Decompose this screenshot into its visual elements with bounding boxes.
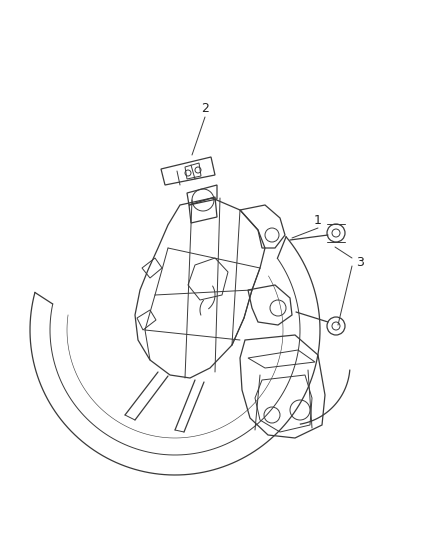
Text: 2: 2 <box>201 101 209 115</box>
Text: 1: 1 <box>314 214 322 227</box>
Text: 3: 3 <box>356 255 364 269</box>
